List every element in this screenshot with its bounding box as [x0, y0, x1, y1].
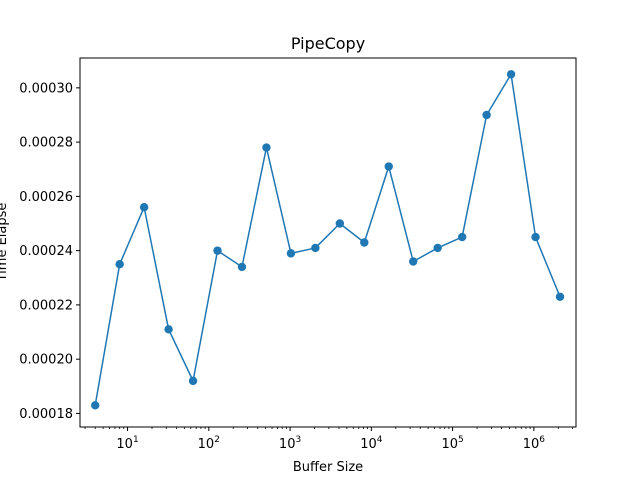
- x-tick-label-exponent: 4: [377, 435, 383, 445]
- x-tick-label-base: 10: [198, 437, 215, 452]
- data-point: [384, 162, 393, 171]
- y-tick-label: 0.00020: [19, 353, 73, 368]
- series-line: [94, 73, 561, 406]
- x-tick-label-base: 10: [441, 437, 458, 452]
- chart-title: PipeCopy: [291, 34, 365, 53]
- plot-area: [91, 70, 565, 410]
- y-tick-label: 0.00030: [19, 81, 73, 96]
- data-point: [360, 238, 369, 247]
- data-point: [433, 243, 442, 253]
- x-tick-label-exponent: 5: [458, 435, 464, 445]
- data-point: [335, 219, 345, 228]
- x-tick-label: 106: [523, 435, 546, 452]
- data-point: [555, 292, 565, 301]
- x-tick-label-exponent: 1: [133, 435, 139, 445]
- x-tick-label-base: 10: [360, 437, 377, 452]
- data-point: [531, 232, 540, 242]
- axes-frame: [79, 57, 577, 428]
- x-tick-label: 102: [198, 435, 220, 452]
- x-tick-label: 105: [441, 435, 463, 452]
- data-point: [213, 246, 222, 255]
- data-point: [286, 249, 296, 258]
- data-point: [115, 260, 124, 269]
- y-tick-label: 0.00026: [19, 190, 73, 205]
- x-tick-label-exponent: 2: [214, 435, 220, 445]
- x-tick-label-base: 10: [523, 437, 540, 452]
- data-point: [409, 257, 418, 266]
- x-tick-label: 101: [116, 435, 138, 452]
- x-tick-label-exponent: 3: [295, 435, 301, 445]
- data-point: [164, 325, 173, 334]
- data-point: [482, 110, 491, 120]
- y-axis: 0.00018 0.00020 0.00022 0.00024 0.00026 0.000…: [19, 81, 80, 422]
- data-point: [506, 70, 516, 79]
- x-axis: 101 102 103 104 105 106: [84, 427, 574, 452]
- y-tick-label: 0.00022: [19, 298, 73, 313]
- x-axis-label: Buffer Size: [293, 460, 363, 475]
- data-point: [188, 376, 198, 386]
- y-tick-label: 0.00028: [19, 136, 73, 151]
- data-point: [139, 203, 149, 212]
- y-tick-label: 0.00018: [19, 407, 73, 422]
- data-point: [237, 262, 247, 272]
- data-point: [311, 243, 320, 253]
- x-tick-label-base: 10: [279, 437, 296, 452]
- x-tick-label: 103: [279, 435, 301, 452]
- x-tick-label-base: 10: [116, 437, 133, 452]
- x-tick-label: 104: [360, 435, 383, 452]
- y-axis-label: Time Elapse: [0, 203, 10, 283]
- x-tick-label-exponent: 6: [539, 435, 545, 445]
- y-tick-label: 0.00024: [19, 244, 73, 259]
- data-point: [91, 401, 100, 410]
- data-point: [457, 232, 467, 242]
- data-point: [262, 143, 271, 152]
